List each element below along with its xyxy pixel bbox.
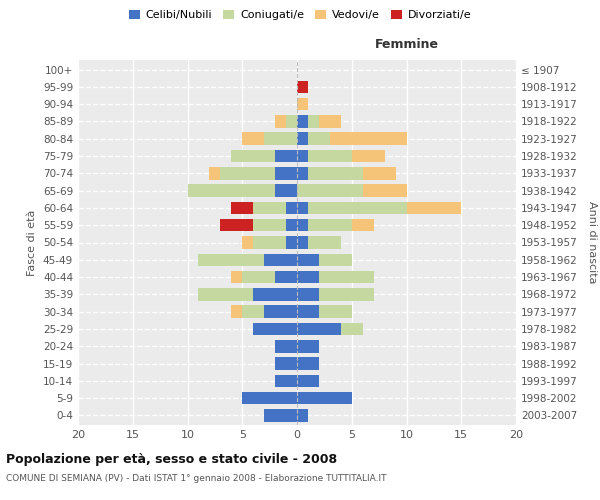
- Bar: [297, 410, 308, 422]
- Bar: [308, 202, 407, 214]
- Bar: [297, 340, 319, 352]
- Bar: [297, 271, 319, 283]
- Bar: [297, 374, 319, 387]
- Bar: [264, 132, 297, 145]
- Bar: [319, 254, 352, 266]
- Bar: [275, 150, 297, 162]
- Bar: [232, 202, 253, 214]
- Bar: [220, 219, 253, 232]
- Y-axis label: Fasce di età: Fasce di età: [28, 210, 37, 276]
- Bar: [232, 271, 242, 283]
- Bar: [264, 254, 297, 266]
- Bar: [297, 323, 341, 335]
- Bar: [275, 115, 286, 128]
- Bar: [209, 167, 220, 179]
- Bar: [297, 132, 308, 145]
- Bar: [341, 323, 362, 335]
- Legend: Celibi/Nubili, Coniugati/e, Vedovi/e, Divorziati/e: Celibi/Nubili, Coniugati/e, Vedovi/e, Di…: [124, 6, 476, 25]
- Bar: [297, 167, 308, 179]
- Bar: [297, 358, 319, 370]
- Bar: [308, 132, 330, 145]
- Bar: [407, 202, 461, 214]
- Bar: [275, 167, 297, 179]
- Bar: [275, 358, 297, 370]
- Bar: [308, 219, 352, 232]
- Bar: [297, 392, 352, 404]
- Bar: [275, 340, 297, 352]
- Bar: [275, 374, 297, 387]
- Bar: [297, 184, 362, 197]
- Bar: [362, 184, 407, 197]
- Bar: [242, 392, 297, 404]
- Bar: [232, 306, 242, 318]
- Bar: [286, 202, 297, 214]
- Text: Femmine: Femmine: [374, 38, 439, 51]
- Bar: [275, 184, 297, 197]
- Bar: [264, 410, 297, 422]
- Bar: [352, 150, 385, 162]
- Bar: [275, 271, 297, 283]
- Bar: [308, 236, 341, 248]
- Bar: [253, 202, 286, 214]
- Bar: [286, 236, 297, 248]
- Bar: [297, 80, 308, 93]
- Bar: [319, 115, 341, 128]
- Bar: [264, 306, 297, 318]
- Bar: [286, 219, 297, 232]
- Bar: [319, 271, 374, 283]
- Bar: [330, 132, 407, 145]
- Bar: [253, 219, 286, 232]
- Bar: [362, 167, 395, 179]
- Bar: [297, 115, 308, 128]
- Bar: [308, 115, 319, 128]
- Bar: [242, 132, 264, 145]
- Text: COMUNE DI SEMIANA (PV) - Dati ISTAT 1° gennaio 2008 - Elaborazione TUTTITALIA.IT: COMUNE DI SEMIANA (PV) - Dati ISTAT 1° g…: [6, 474, 386, 483]
- Bar: [199, 288, 253, 300]
- Bar: [199, 254, 264, 266]
- Bar: [187, 184, 275, 197]
- Bar: [297, 254, 319, 266]
- Bar: [232, 150, 275, 162]
- Bar: [297, 150, 308, 162]
- Bar: [319, 288, 374, 300]
- Bar: [352, 219, 374, 232]
- Bar: [297, 98, 308, 110]
- Bar: [319, 306, 352, 318]
- Bar: [286, 115, 297, 128]
- Text: Popolazione per età, sesso e stato civile - 2008: Popolazione per età, sesso e stato civil…: [6, 452, 337, 466]
- Bar: [253, 236, 286, 248]
- Bar: [297, 219, 308, 232]
- Bar: [308, 167, 362, 179]
- Bar: [242, 271, 275, 283]
- Bar: [297, 288, 319, 300]
- Bar: [253, 288, 297, 300]
- Bar: [297, 306, 319, 318]
- Bar: [253, 323, 297, 335]
- Bar: [242, 306, 264, 318]
- Bar: [308, 150, 352, 162]
- Y-axis label: Anni di nascita: Anni di nascita: [587, 201, 597, 284]
- Bar: [297, 236, 308, 248]
- Bar: [220, 167, 275, 179]
- Bar: [242, 236, 253, 248]
- Bar: [297, 202, 308, 214]
